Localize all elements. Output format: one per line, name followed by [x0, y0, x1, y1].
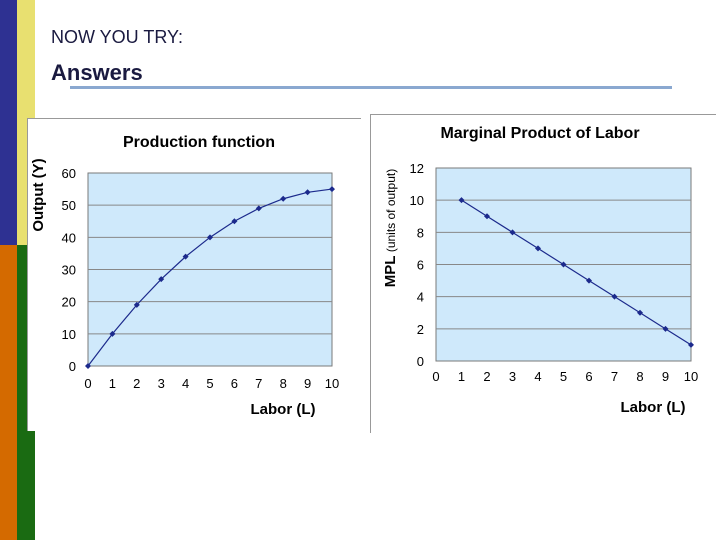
- chart1-y-axis-label: Output (Y): [30, 158, 47, 231]
- chart2-title: Marginal Product of Labor: [440, 125, 639, 142]
- chart2-x-tick-label: 3: [509, 369, 516, 384]
- chart1-title: Production function: [123, 134, 275, 151]
- chart1-x-tick-label: 7: [255, 376, 262, 391]
- chart1-x-tick-label: 0: [84, 376, 91, 391]
- chart2-x-axis-label: Labor (L): [621, 399, 686, 416]
- chart1-data-point: [133, 301, 140, 308]
- chart2-data-point: [662, 325, 669, 332]
- chart2-data-point: [535, 245, 541, 252]
- stripe-orange: [0, 245, 17, 540]
- slide-heading: NOW YOU TRY:: [51, 27, 184, 47]
- chart1-y-tick-label: 20: [62, 295, 76, 310]
- chart2-y-axis-label: MPL (units of output): [382, 169, 399, 287]
- production-function-panel: 0 10 20 30 40 50 60 0 1 2 3 4 5 6 7 8 9 10 Production func…: [27, 118, 361, 431]
- chart2-data-point: [586, 277, 592, 284]
- chart1-data-point: [304, 189, 311, 196]
- chart2-x-tick-label: 8: [636, 369, 643, 384]
- chart1-x-tick-label: 3: [158, 376, 165, 391]
- chart2-y-tick-label: 6: [417, 258, 424, 273]
- chart2-x-tick-label: 5: [560, 369, 567, 384]
- title-rule: [70, 86, 672, 89]
- chart1-x-tick-label: 1: [109, 376, 116, 391]
- chart1-data-point: [85, 363, 91, 369]
- chart1-x-tick-label: 5: [206, 376, 213, 391]
- chart2-x-tick-label: 4: [534, 369, 541, 384]
- chart1-x-axis-label: Labor (L): [251, 401, 316, 418]
- chart2-data-point: [560, 261, 567, 268]
- chart1-x-tick-label: 10: [325, 376, 339, 391]
- chart2-data-point: [509, 229, 516, 236]
- chart1-y-tick-label: 10: [62, 327, 76, 342]
- production-function-chart: 0 10 20 30 40 50 60 0 1 2 3 4 5 6 7 8 9 10 Production func…: [30, 134, 339, 418]
- chart2-x-tick-label: 7: [611, 369, 618, 384]
- chart2-y-axis-units: (units of output): [384, 169, 398, 256]
- chart1-data-point: [158, 276, 165, 283]
- chart1-x-tick-label: 6: [231, 376, 238, 391]
- chart2-series-line: [461, 199, 692, 346]
- chart2-y-tick-label: 8: [417, 225, 424, 240]
- chart2-x-tick-label: 9: [662, 369, 669, 384]
- chart1-data-point: [207, 234, 213, 241]
- chart2-y-tick-label: 2: [417, 322, 424, 337]
- chart1-y-tick-label: 40: [62, 230, 76, 245]
- chart1-x-tick-label: 2: [133, 376, 140, 391]
- chart2-data-point: [637, 309, 643, 316]
- chart2-y-tick-label: 0: [417, 354, 424, 369]
- chart1-y-tick-label: 0: [69, 359, 76, 374]
- chart1-y-tick-label: 60: [62, 166, 76, 181]
- chart2-x-tick-label: 10: [684, 369, 698, 384]
- chart1-data-point: [329, 186, 335, 193]
- slide-subheading: Answers: [51, 60, 143, 85]
- mpl-panel: 0 2 4 6 8 10 12 0 1 2 3 4 5 6 7 8 9 10 Marginal Product of…: [370, 114, 716, 433]
- stripe-blue: [0, 0, 17, 245]
- chart2-x-tick-label: 0: [432, 369, 439, 384]
- chart1-y-tick-label: 30: [62, 263, 76, 278]
- chart1-x-tick-label: 8: [280, 376, 287, 391]
- chart1-data-point: [231, 218, 238, 225]
- chart2-data-point: [688, 341, 694, 348]
- chart1-data-point: [280, 195, 287, 202]
- chart2-x-tick-label: 6: [585, 369, 592, 384]
- chart2-x-tick-label: 2: [483, 369, 490, 384]
- chart2-data-point: [611, 293, 618, 300]
- chart1-x-tick-label: 4: [182, 376, 189, 391]
- chart1-data-point: [109, 330, 116, 337]
- chart2-y-tick-label: 12: [410, 161, 424, 176]
- chart2-data-point: [484, 213, 490, 220]
- chart1-x-tick-label: 9: [304, 376, 311, 391]
- chart1-y-tick-label: 50: [62, 198, 76, 213]
- chart2-x-tick-label: 1: [458, 369, 465, 384]
- chart2-y-tick-label: 4: [417, 290, 424, 305]
- chart1-data-point: [182, 253, 189, 260]
- chart2-y-tick-label: 10: [410, 193, 424, 208]
- chart2-data-point: [458, 197, 465, 204]
